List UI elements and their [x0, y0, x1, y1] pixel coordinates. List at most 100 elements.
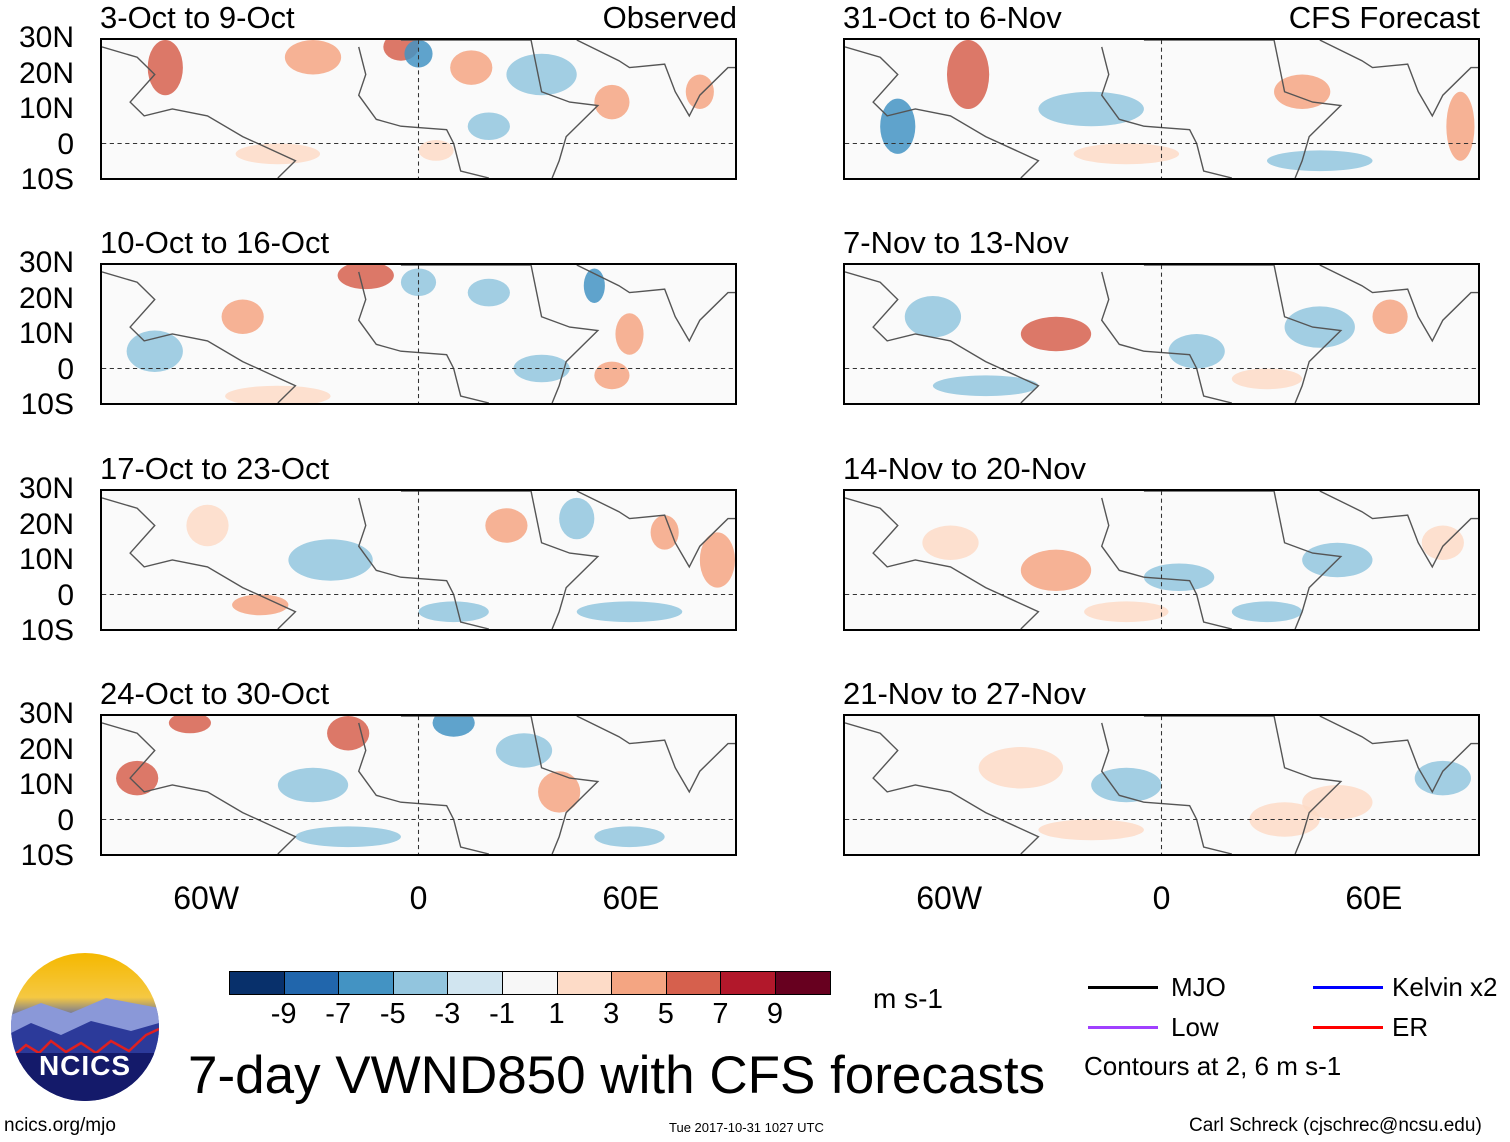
coastline	[845, 271, 1040, 403]
anomaly-region	[418, 140, 454, 161]
anomaly-region	[1084, 601, 1169, 623]
coastline	[102, 497, 297, 629]
colorbar-tick-label: 1	[548, 998, 565, 1030]
coastline	[1319, 491, 1478, 569]
anomaly-region	[485, 508, 528, 543]
anomaly-region	[467, 112, 510, 141]
colorbar-swatch	[612, 972, 667, 994]
panel-tag: Observed	[602, 0, 737, 35]
panel-title: 14-Nov to 20-Nov	[843, 451, 1086, 486]
footer-url[interactable]: ncics.org/mjo	[4, 1115, 116, 1136]
map-panel	[100, 489, 737, 631]
anomaly-region	[1421, 525, 1464, 560]
lat-label: 30N	[18, 21, 74, 54]
anomaly-region	[513, 354, 570, 383]
anomaly-region	[1038, 819, 1144, 841]
anomaly-region	[327, 716, 370, 751]
map-panel	[100, 38, 737, 180]
coastline	[357, 271, 490, 403]
anomaly-region	[404, 40, 433, 68]
coastline	[1143, 265, 1343, 403]
coastline	[576, 265, 735, 343]
map-panel	[100, 714, 737, 856]
lat-label: 20N	[18, 281, 74, 315]
lat-label: 20N	[18, 56, 74, 90]
legend-line-er	[1313, 1026, 1383, 1029]
anomaly-region	[467, 278, 510, 307]
colorbar-tick-label: -7	[325, 998, 352, 1030]
anomaly-region	[594, 84, 630, 120]
anomaly-region	[576, 601, 683, 623]
anomaly-region	[1091, 767, 1162, 803]
anomaly-region	[559, 497, 595, 540]
lat-label: 10N	[18, 768, 74, 801]
anomaly-region	[699, 532, 735, 588]
lat-label: 10N	[18, 317, 74, 350]
anomaly-region	[288, 539, 373, 581]
coastline	[1100, 46, 1233, 178]
anomaly-region	[235, 143, 321, 165]
lat-label: 0	[57, 578, 74, 612]
coastline	[400, 265, 600, 403]
colorbar-units: m s-1	[873, 983, 943, 1014]
anomaly-region	[1274, 74, 1331, 109]
lon-label: 60W	[916, 880, 983, 916]
lon-label: 60W	[173, 880, 240, 916]
legend-label-er: ER	[1392, 1012, 1429, 1042]
anomaly-region	[615, 313, 644, 355]
legend-line-low	[1088, 1026, 1158, 1029]
panel-title: 21-Nov to 27-Nov	[843, 676, 1086, 711]
anomaly-region	[1372, 299, 1408, 334]
legend-label-low: Low	[1171, 1012, 1219, 1042]
colorbar-swatch	[284, 972, 340, 994]
panel-title: 3-Oct to 9-Oct	[100, 0, 295, 35]
anomaly-region	[1168, 334, 1225, 369]
anomaly-region	[1143, 563, 1215, 592]
anomaly-region	[126, 330, 183, 372]
anomaly-region	[1302, 785, 1373, 820]
coastline	[400, 491, 600, 629]
panel-title: 17-Oct to 23-Oct	[100, 451, 330, 486]
map-panel	[843, 714, 1480, 856]
anomaly-region	[1038, 91, 1144, 127]
legend-contour-note: Contours at 2, 6 m s-1	[1084, 1051, 1342, 1081]
colorbar-swatch	[230, 972, 285, 994]
colorbar-tick-label: 3	[603, 998, 620, 1030]
panel-title: 7-Nov to 13-Nov	[843, 225, 1069, 260]
anomaly-region	[1020, 549, 1092, 592]
anomaly-region	[295, 826, 401, 848]
logo-text: NCICS	[38, 1050, 132, 1081]
coastline	[1319, 40, 1478, 118]
lat-label: 0	[57, 352, 74, 386]
anomaly-region	[186, 504, 229, 547]
map-panel	[843, 38, 1480, 180]
colorbar-swatch	[502, 972, 558, 994]
lat-label: 10S	[20, 388, 74, 421]
coastline	[576, 40, 735, 118]
mountains-icon	[11, 998, 159, 1101]
lon-label: 0	[409, 880, 428, 916]
anomaly-region	[1231, 601, 1303, 623]
lat-label: 10N	[18, 543, 74, 576]
footer-timestamp: Tue 2017-10-31 1027 UTC	[669, 1120, 824, 1135]
anomaly-region	[1073, 143, 1180, 165]
colorbar-swatch	[666, 972, 722, 994]
colorbar-swatch	[721, 972, 776, 994]
coastline	[1319, 265, 1478, 343]
colorbar-swatch	[557, 972, 613, 994]
ncics-logo: NCICS	[11, 953, 159, 1101]
anomaly-region	[1249, 802, 1320, 837]
anomaly-region	[880, 98, 916, 154]
anomaly-region	[168, 716, 212, 734]
colorbar-tick-label: 9	[766, 998, 784, 1030]
lat-label: 10S	[20, 839, 74, 872]
anomaly-region	[1020, 316, 1092, 352]
lon-label: 0	[1152, 880, 1171, 916]
coastline	[1143, 716, 1343, 854]
anomaly-region	[1267, 150, 1373, 172]
lat-label: 0	[57, 127, 74, 161]
coastline	[357, 497, 490, 629]
coastline	[1319, 716, 1478, 794]
anomaly-region	[116, 760, 159, 796]
map-panel	[100, 263, 737, 405]
